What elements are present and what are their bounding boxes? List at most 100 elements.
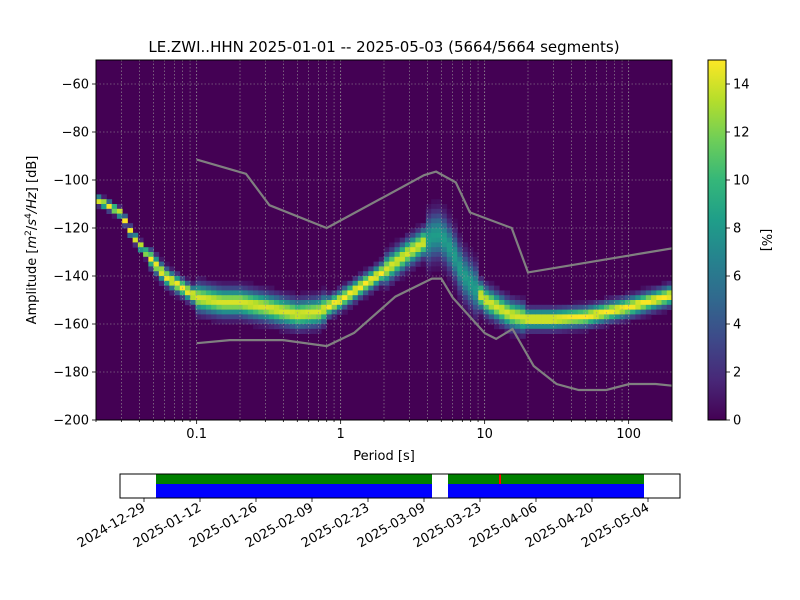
x-axis: 0.1 1 10 100	[95, 420, 673, 442]
heatmap-cell	[378, 261, 385, 267]
heatmap-cell	[384, 256, 390, 262]
heatmap-cell	[415, 261, 422, 267]
heatmap-cell	[321, 309, 327, 315]
heatmap-cell	[425, 266, 432, 272]
heatmap-cell	[357, 276, 364, 282]
heatmap-cell	[195, 314, 202, 320]
heatmap-cell	[158, 276, 165, 282]
heatmap-cell	[425, 204, 432, 210]
heatmap-cell	[425, 223, 432, 229]
heatmap-cell	[247, 314, 254, 320]
heatmap-cell	[357, 295, 364, 301]
heatmap-cell	[195, 276, 202, 282]
heatmap-cell	[614, 304, 621, 310]
heatmap-cell	[488, 295, 495, 301]
heatmap-cell	[520, 333, 526, 339]
high-noise-model-line	[196, 158, 672, 274]
heatmap-cell	[425, 247, 432, 253]
heatmap-cell	[431, 213, 437, 219]
heatmap-cell	[582, 319, 589, 325]
heatmap-cell	[509, 319, 516, 325]
heatmap-cell	[185, 280, 191, 286]
heatmap-cell	[169, 266, 175, 272]
heatmap-cell	[394, 276, 401, 282]
colorbar-tick-label: 12	[733, 126, 750, 141]
heatmap-cell	[247, 285, 254, 291]
heatmap-cell	[342, 290, 348, 296]
heatmap-cell	[389, 247, 395, 253]
heatmap-cell	[452, 271, 458, 277]
heatmap-cell	[645, 304, 652, 310]
heatmap-cell	[294, 295, 301, 301]
heatmap-cell	[452, 256, 458, 262]
heatmap-cell	[321, 304, 327, 310]
heatmap-cell	[567, 309, 573, 315]
heatmap-cell	[221, 304, 228, 310]
heatmap-cell	[457, 261, 463, 267]
heatmap-cell	[441, 218, 448, 224]
heatmap-cell	[258, 285, 264, 291]
heatmap-cell	[268, 304, 275, 310]
heatmap-cell	[200, 280, 207, 286]
heatmap-cell	[294, 314, 301, 320]
heatmap-cell	[441, 242, 448, 248]
heatmap-cell	[305, 309, 312, 315]
heatmap-cell	[404, 256, 411, 262]
heatmap-cell	[137, 242, 144, 248]
heatmap-cell	[326, 309, 333, 315]
heatmap-cell	[336, 304, 343, 310]
heatmap-cell	[205, 280, 212, 286]
heatmap-cell	[237, 319, 244, 325]
heatmap-cell	[357, 285, 364, 291]
heatmap-cell	[211, 290, 217, 296]
heatmap-cell	[321, 285, 327, 291]
heatmap-cell	[572, 324, 579, 330]
heatmap-cell	[174, 280, 181, 286]
heatmap-cell	[530, 309, 537, 315]
heatmap-cell	[289, 290, 296, 296]
heatmap-cell	[164, 280, 170, 286]
heatmap-cell	[582, 328, 589, 334]
heatmap-cell	[499, 319, 505, 325]
heatmap-cell	[394, 261, 401, 267]
heatmap-cell	[258, 319, 264, 325]
heatmap-cell	[551, 314, 558, 320]
heatmap-cell	[368, 285, 374, 291]
heatmap-cell	[205, 295, 212, 301]
heatmap-cell	[190, 280, 196, 286]
heatmap-cell	[399, 271, 406, 277]
heatmap-cell	[509, 304, 516, 310]
heatmap-cell	[530, 304, 537, 310]
heatmap-cell	[111, 208, 118, 214]
heatmap-cell	[635, 304, 641, 310]
heatmap-cell	[315, 324, 322, 330]
heatmap-cell	[609, 304, 615, 310]
heatmap-cell	[315, 290, 322, 296]
heatmap-cell	[661, 304, 668, 310]
heatmap-cell	[425, 271, 432, 277]
heatmap-cell	[315, 328, 322, 334]
heatmap-cell	[436, 213, 442, 219]
heatmap-cell	[211, 280, 217, 286]
heatmap-cell	[436, 261, 442, 267]
heatmap-cell	[268, 300, 275, 306]
heatmap-cell	[478, 285, 484, 291]
heatmap-cell	[310, 324, 317, 330]
heatmap-cell	[546, 324, 552, 330]
heatmap-cell	[294, 328, 301, 334]
heatmap-cell	[190, 304, 196, 310]
heatmap-cell	[541, 304, 547, 310]
heatmap-cell	[300, 309, 306, 315]
heatmap-cell	[441, 208, 448, 214]
heatmap-cell	[467, 276, 474, 282]
heatmap-cell	[556, 309, 563, 315]
heatmap-cell	[342, 300, 348, 306]
heatmap-cell	[520, 324, 526, 330]
heatmap-cell	[473, 290, 479, 296]
heatmap-cell	[546, 304, 552, 310]
psd-used-bar	[156, 484, 432, 498]
heatmap-cell	[473, 271, 479, 277]
heatmap-cell	[635, 295, 641, 301]
heatmap-cell	[305, 304, 312, 310]
heatmap-cell	[389, 261, 395, 267]
